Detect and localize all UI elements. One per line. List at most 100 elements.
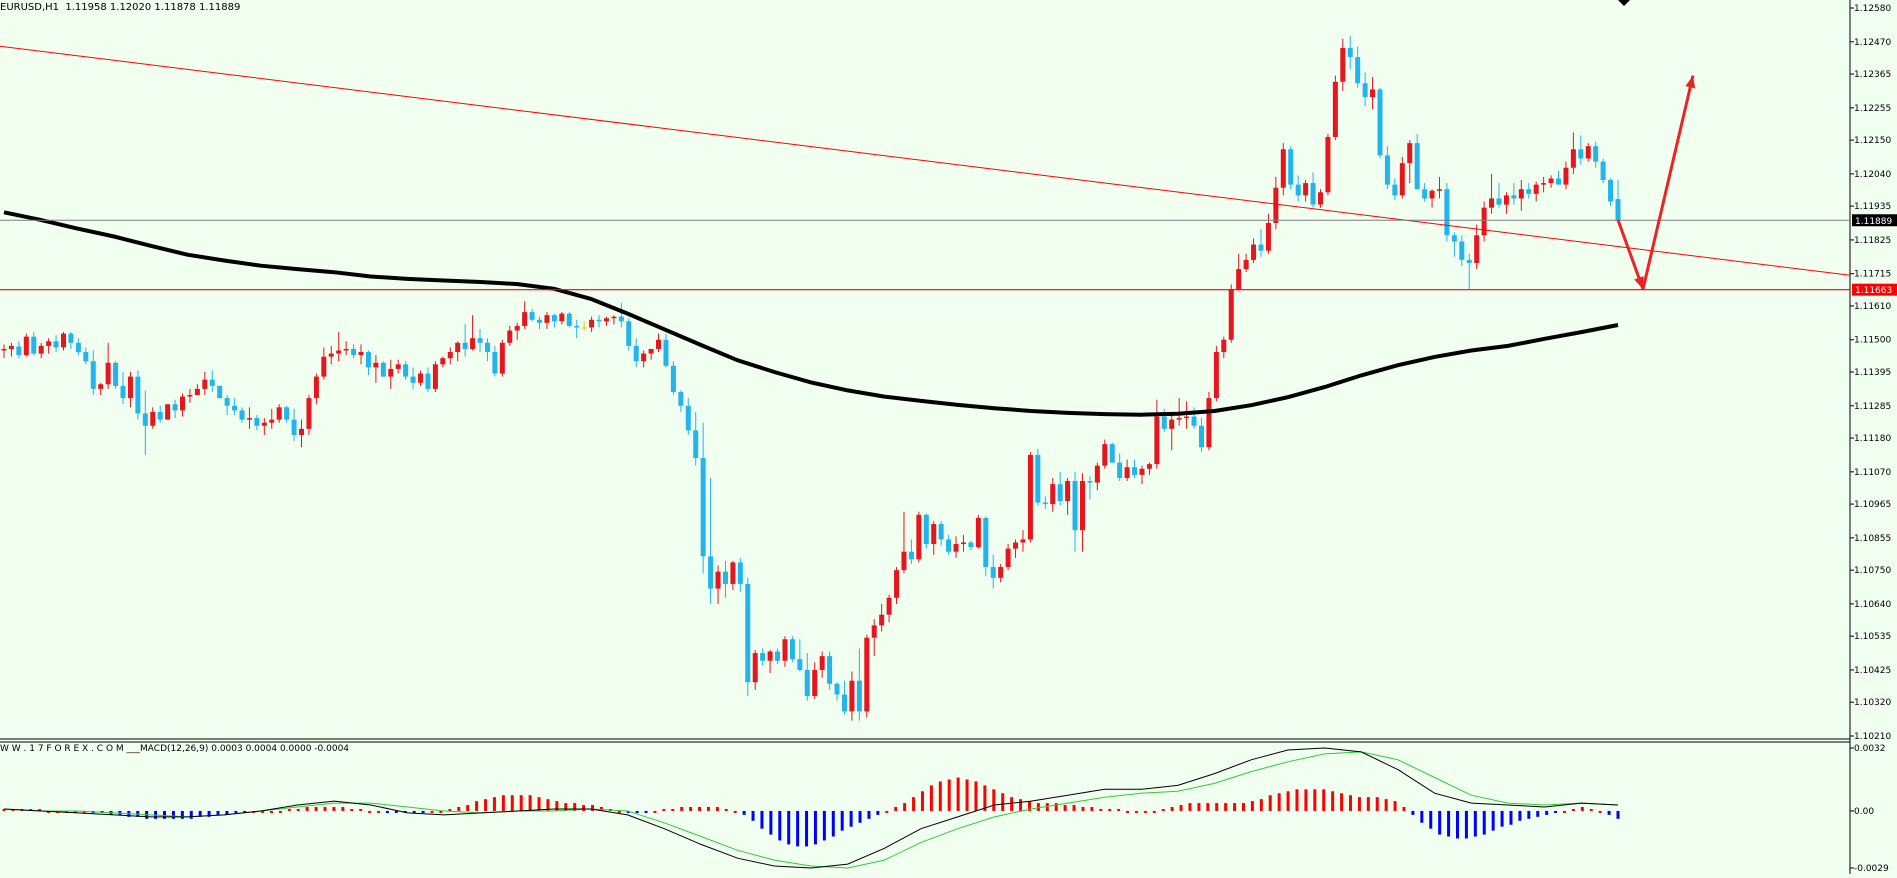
candle-body [1436, 189, 1442, 191]
macd-histogram-bar [394, 810, 398, 813]
macd-histogram-bar [564, 803, 568, 811]
candle-body [1236, 269, 1242, 290]
candle-body [938, 524, 944, 540]
candle-body [1407, 143, 1413, 164]
candle-body [75, 342, 81, 353]
macd-histogram-bar [1447, 810, 1451, 837]
candle-body [1072, 481, 1078, 531]
macd-histogram-bar [296, 808, 300, 811]
candle-body [425, 373, 431, 389]
candle-body [953, 544, 959, 552]
macd-histogram-bar [1081, 807, 1085, 811]
candle-body [1265, 223, 1271, 251]
macd-histogram-bar [778, 810, 782, 841]
candle-body [975, 517, 981, 548]
level-price-box [1852, 283, 1897, 296]
macd-histogram-bar [1036, 803, 1040, 811]
candle-body [589, 319, 595, 328]
candle-body [1057, 484, 1063, 502]
price-tick-label: 1.10750 [1854, 566, 1891, 576]
candle-body [1124, 467, 1130, 478]
macd-histogram-bar [1384, 799, 1388, 811]
candle-body [1258, 244, 1264, 251]
macd-pane [2, 747, 1620, 869]
macd-histogram-bar [341, 807, 345, 811]
candle-body [522, 312, 528, 326]
descending-trendline [0, 45, 1851, 276]
macd-histogram-bar [448, 808, 452, 811]
chart-shift-marker [1618, 0, 1630, 6]
macd-histogram-bar [278, 810, 282, 813]
price-tick-label: 1.11935 [1854, 202, 1891, 212]
candle-body [1, 348, 7, 351]
macd-histogram-bar [956, 777, 960, 811]
candle-body [1600, 161, 1606, 181]
candle-body [1340, 47, 1346, 82]
candle-body [648, 348, 654, 354]
candle-body [566, 313, 572, 326]
macd-histogram-bar [216, 810, 220, 815]
macd-histogram-bar [1455, 810, 1459, 839]
candle-body [908, 551, 914, 560]
macd-histogram-bar [1233, 803, 1237, 811]
macd-histogram-bar [1420, 810, 1424, 823]
moving-average-line [3, 210, 1619, 417]
candle-body [209, 379, 215, 386]
candle-body [1355, 57, 1361, 84]
macd-histogram-bar [1161, 808, 1165, 811]
candle-body [321, 356, 327, 377]
macd-histogram-bar [163, 810, 167, 819]
candle-body [1169, 419, 1175, 429]
forecast-arrow-line [1616, 219, 1645, 290]
candle-body [1563, 167, 1569, 185]
candle-body [68, 333, 74, 343]
price-tick-label: 1.12470 [1854, 38, 1891, 48]
candle-body [745, 583, 751, 683]
candle-body [180, 396, 186, 411]
candle-body [83, 352, 89, 362]
candle-body [1243, 259, 1249, 270]
candle-body [165, 404, 171, 420]
price-tick-label: 1.11395 [1854, 368, 1891, 378]
candle-body [700, 458, 706, 557]
candle-body [1459, 241, 1465, 260]
macd-histogram-bar [189, 810, 193, 819]
macd-histogram-bar [787, 810, 791, 845]
candle-body [1132, 467, 1138, 475]
price-tick-label: 1.10855 [1854, 534, 1891, 544]
candle-body [1154, 416, 1160, 465]
price-tick-label: 1.10425 [1854, 666, 1891, 676]
candle-body [685, 405, 691, 431]
macd-histogram-bar [1108, 808, 1112, 811]
candle-body [135, 376, 141, 414]
macd-histogram-bar [1464, 810, 1468, 839]
candle-body [418, 373, 424, 383]
candle-body [1228, 289, 1234, 340]
macd-histogram-bar [698, 807, 702, 811]
candle-body [1481, 207, 1487, 236]
candle-body [432, 364, 438, 389]
candle-body [499, 342, 505, 374]
macd-histogram-bar [555, 801, 559, 811]
level-price-label: 1.11663 [1855, 286, 1892, 296]
candle-body [1466, 259, 1472, 263]
macd-histogram-bar [1277, 793, 1281, 811]
macd-histogram-bar [359, 808, 363, 811]
macd-histogram-bar [742, 810, 746, 815]
macd-histogram-bar [858, 810, 862, 823]
candle-body [544, 315, 550, 323]
candle-body [232, 405, 238, 411]
macd-histogram-bar [82, 810, 86, 813]
macd-histogram-bar [198, 810, 202, 817]
macd-histogram-bar [662, 808, 666, 811]
macd-histogram-bar [475, 801, 479, 811]
price-tick-label: 1.10210 [1854, 732, 1891, 742]
candle-body [16, 346, 22, 356]
macd-histogram-bar [421, 810, 425, 813]
macd-histogram-bar [1134, 810, 1138, 813]
candle-body [380, 362, 386, 377]
candle-body [477, 338, 483, 343]
candle-body [1213, 352, 1219, 399]
